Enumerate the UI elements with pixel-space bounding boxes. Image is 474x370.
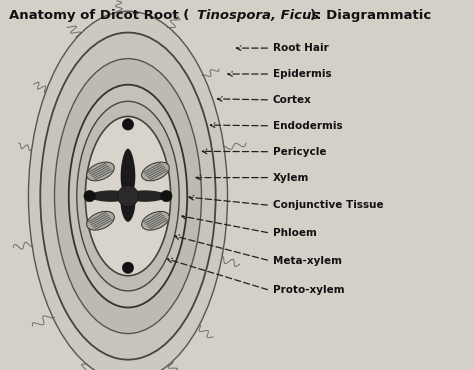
Text: Xylem: Xylem bbox=[273, 172, 309, 183]
Ellipse shape bbox=[161, 191, 172, 202]
Polygon shape bbox=[128, 190, 168, 202]
Text: Epidermis: Epidermis bbox=[273, 69, 331, 79]
Text: Phloem: Phloem bbox=[273, 228, 317, 238]
Text: Pericycle: Pericycle bbox=[273, 147, 326, 157]
Ellipse shape bbox=[87, 211, 114, 230]
Polygon shape bbox=[120, 149, 136, 196]
Ellipse shape bbox=[87, 162, 114, 181]
Ellipse shape bbox=[118, 186, 138, 206]
Ellipse shape bbox=[84, 191, 95, 202]
Ellipse shape bbox=[28, 11, 228, 370]
Ellipse shape bbox=[142, 162, 169, 181]
Text: Anatomy of Dicot Root (: Anatomy of Dicot Root ( bbox=[9, 9, 190, 22]
Ellipse shape bbox=[142, 211, 169, 230]
Text: Meta-xylem: Meta-xylem bbox=[273, 256, 342, 266]
Ellipse shape bbox=[122, 119, 134, 130]
Ellipse shape bbox=[40, 33, 216, 360]
Ellipse shape bbox=[85, 117, 171, 276]
Ellipse shape bbox=[77, 101, 179, 291]
Text: ): Diagrammatic: ): Diagrammatic bbox=[310, 9, 431, 22]
Text: Endodermis: Endodermis bbox=[273, 121, 342, 131]
Text: Tinospora, Ficus: Tinospora, Ficus bbox=[197, 9, 319, 22]
Text: Cortex: Cortex bbox=[273, 95, 311, 105]
Text: Root Hair: Root Hair bbox=[273, 43, 328, 53]
Text: Proto-xylem: Proto-xylem bbox=[273, 285, 344, 296]
Ellipse shape bbox=[69, 85, 187, 307]
Text: Conjunctive Tissue: Conjunctive Tissue bbox=[273, 200, 383, 211]
Polygon shape bbox=[120, 189, 136, 222]
Ellipse shape bbox=[55, 58, 201, 334]
Ellipse shape bbox=[122, 262, 134, 273]
Polygon shape bbox=[88, 190, 128, 202]
